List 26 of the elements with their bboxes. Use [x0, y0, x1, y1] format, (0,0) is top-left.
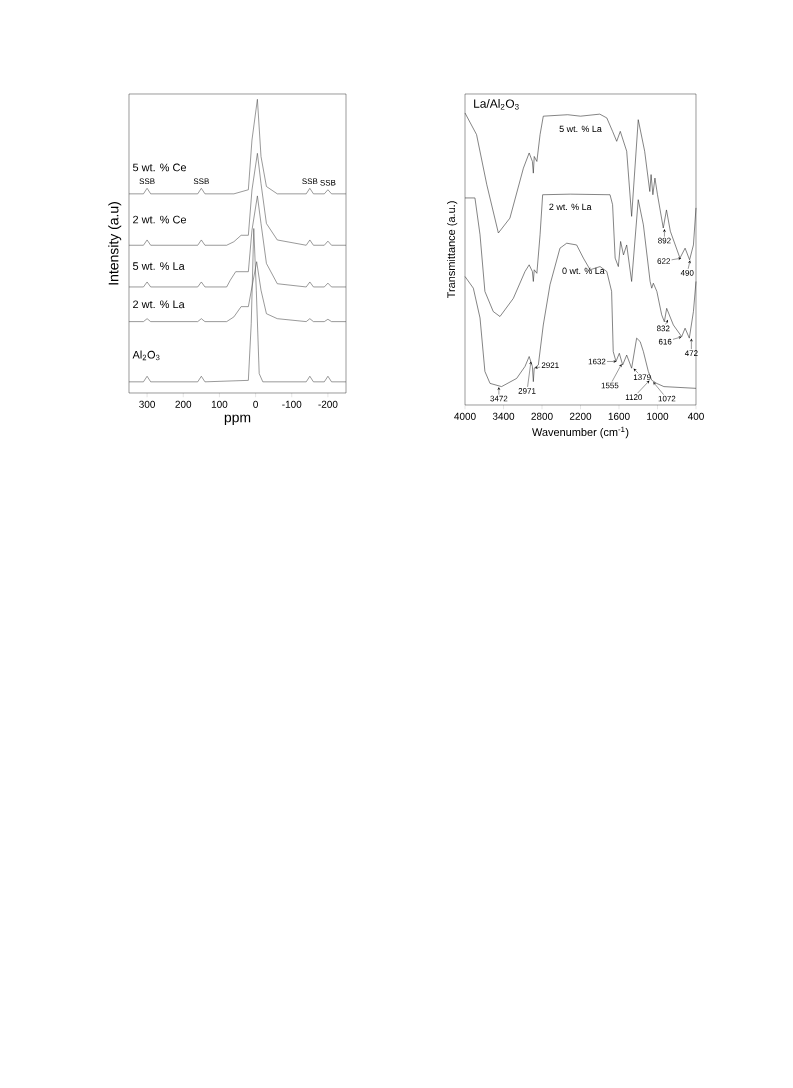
x-tick-label: 2200	[569, 412, 592, 420]
series-label: 2 wt. % Ce	[133, 215, 187, 224]
x-tick-label: 1600	[608, 412, 630, 420]
x-tick-label: 100	[211, 400, 228, 408]
x-tick-label: -200	[318, 400, 338, 408]
x-tick-label: 200	[175, 400, 192, 408]
x-tick-label: 1000	[647, 412, 669, 420]
x-tick-label: -100	[282, 400, 302, 408]
x-tick-label: 3400	[492, 412, 515, 420]
chart-title: La/Al$_{2}$O$_{3}$	[474, 99, 519, 110]
x-tick-label: 0	[253, 400, 258, 408]
series-label: 2 wt. % La	[549, 203, 592, 211]
x-tick-label: 2800	[531, 412, 553, 420]
x-axis-title: ppm	[224, 414, 251, 426]
text: 5 wt. % Ce	[132, 163, 187, 172]
y-axis-title: Intensity (a.u)	[108, 202, 122, 285]
series-label: Al$_{2}$O$_{3}$	[132, 350, 160, 361]
series-label: 0 wt. % La	[562, 267, 605, 274]
x-tick-label: 300	[139, 400, 155, 408]
x-tick-label: 4000	[454, 412, 476, 420]
series-label: 2 wt. % La	[133, 300, 185, 309]
y-axis-title: Transmittance (a.u.)	[447, 201, 458, 299]
x-axis-title: Wavenumber (cm$^{-1}$)	[532, 426, 629, 439]
series-label: 5 wt. % La	[132, 262, 185, 270]
series-label: 5 wt. % La	[559, 125, 602, 133]
x-tick-label: 400	[687, 412, 704, 420]
